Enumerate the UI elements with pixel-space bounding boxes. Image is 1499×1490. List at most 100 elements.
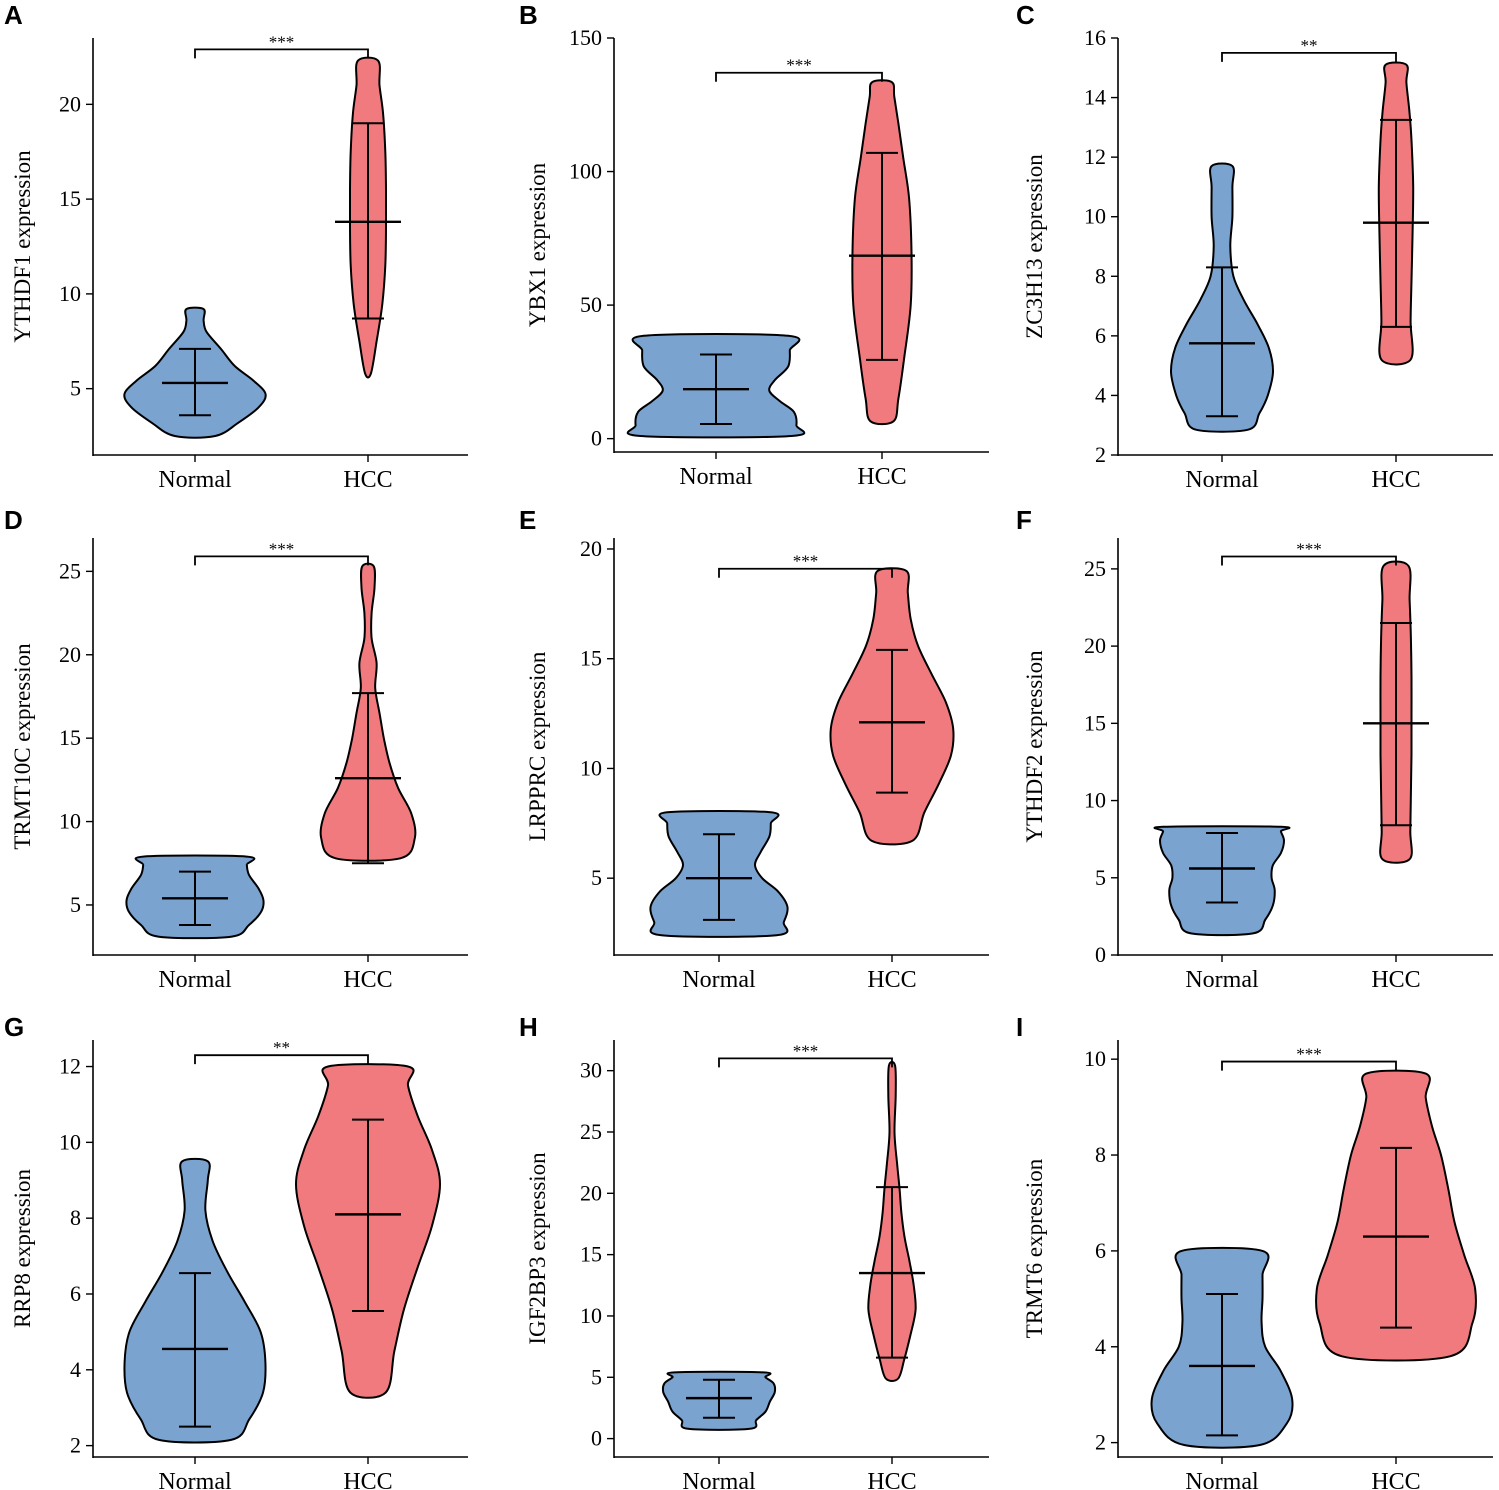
y-tick-label: 5 bbox=[70, 376, 81, 401]
panel-letter: B bbox=[519, 0, 538, 30]
y-tick-label: 5 bbox=[591, 1364, 602, 1389]
y-tick-label: 20 bbox=[59, 91, 81, 116]
y-tick-label: 0 bbox=[591, 1426, 602, 1451]
y-axis-label: YTHDF2 expression bbox=[1022, 650, 1047, 843]
panel-letter: I bbox=[1016, 1012, 1023, 1042]
panel-letter: C bbox=[1016, 0, 1035, 30]
y-tick-label: 20 bbox=[59, 642, 81, 667]
y-tick-label: 10 bbox=[580, 1303, 602, 1328]
x-tick-label: Normal bbox=[1185, 467, 1259, 493]
significance-bracket bbox=[1221, 51, 1397, 62]
y-tick-label: 8 bbox=[70, 1205, 81, 1230]
significance-bracket bbox=[194, 555, 369, 566]
panel-letter: F bbox=[1016, 505, 1032, 535]
panel-e: E 5 10 15 20 LRPPRC expression Normal HCC *** bbox=[519, 505, 989, 993]
x-tick-label: HCC bbox=[1371, 967, 1420, 993]
y-axis-label: TRMT10C expression bbox=[10, 643, 35, 850]
y-tick-label: 12 bbox=[1084, 144, 1106, 169]
y-tick-label: 15 bbox=[1084, 710, 1106, 735]
y-tick-label: 10 bbox=[59, 281, 81, 306]
y-tick-label: 15 bbox=[580, 646, 602, 671]
y-tick-label: 10 bbox=[580, 755, 602, 780]
x-tick-label: HCC bbox=[343, 967, 392, 993]
y-axis-label: RRP8 expression bbox=[10, 1168, 35, 1328]
significance-label: *** bbox=[269, 539, 295, 558]
x-tick-label: Normal bbox=[158, 467, 232, 493]
y-tick-label: 5 bbox=[591, 865, 602, 890]
y-axis-label: YTHDF1 expression bbox=[10, 150, 35, 343]
x-tick-label: Normal bbox=[1185, 967, 1259, 993]
significance-bracket bbox=[1221, 1060, 1397, 1071]
x-tick-label: HCC bbox=[343, 467, 392, 493]
y-tick-label: 150 bbox=[569, 25, 602, 50]
y-tick-label: 8 bbox=[1095, 1142, 1106, 1167]
x-tick-label: HCC bbox=[1371, 467, 1420, 493]
significance-bracket bbox=[194, 1054, 369, 1065]
y-tick-label: 5 bbox=[70, 892, 81, 917]
y-axis-label: TRMT6 expression bbox=[1022, 1158, 1047, 1338]
x-tick-label: HCC bbox=[867, 1469, 916, 1490]
x-tick-label: HCC bbox=[867, 967, 916, 993]
significance-label: *** bbox=[793, 1041, 819, 1060]
significance-label: *** bbox=[1296, 540, 1322, 559]
significance-label: *** bbox=[1296, 1045, 1322, 1064]
panel-letter: D bbox=[4, 505, 23, 535]
y-tick-label: 25 bbox=[1084, 556, 1106, 581]
y-tick-label: 0 bbox=[591, 426, 602, 451]
y-tick-label: 4 bbox=[1095, 1334, 1106, 1359]
y-tick-label: 8 bbox=[1095, 263, 1106, 288]
significance-label: ** bbox=[273, 1038, 290, 1057]
panel-g: G 2 4 6 8 10 12 RRP8 expression Normal HCC ** bbox=[4, 1012, 468, 1490]
y-axis-label: IGF2BP3 expression bbox=[525, 1152, 550, 1345]
significance-bracket bbox=[718, 1057, 893, 1068]
panel-letter: G bbox=[4, 1012, 24, 1042]
panel-a: A 5 10 15 20 YTHDF1 expression Normal HCC *** bbox=[4, 0, 468, 493]
y-tick-label: 10 bbox=[59, 809, 81, 834]
significance-label: ** bbox=[1301, 36, 1318, 55]
y-tick-label: 20 bbox=[1084, 633, 1106, 658]
y-tick-label: 20 bbox=[580, 536, 602, 561]
y-tick-label: 2 bbox=[1095, 442, 1106, 467]
x-tick-label: Normal bbox=[158, 967, 232, 993]
x-tick-label: Normal bbox=[682, 1469, 756, 1490]
panel-c: C 2 4 6 8 10 12 14 16 ZC3H13 expression Normal HCC *… bbox=[1016, 0, 1493, 493]
y-tick-label: 6 bbox=[70, 1281, 81, 1306]
y-tick-label: 15 bbox=[580, 1242, 602, 1267]
significance-label: *** bbox=[793, 552, 819, 571]
y-axis-label: LRPPRC expression bbox=[525, 651, 550, 841]
y-axis-label: ZC3H13 expression bbox=[1022, 154, 1047, 339]
y-tick-label: 10 bbox=[1084, 204, 1106, 229]
significance-label: *** bbox=[786, 56, 812, 75]
significance-bracket bbox=[1221, 555, 1397, 566]
significance-bracket bbox=[718, 567, 893, 578]
y-tick-label: 4 bbox=[70, 1357, 81, 1382]
panel-d: D 5 10 15 20 25 TRMT10C expression Normal HCC *** bbox=[4, 505, 468, 993]
y-tick-label: 2 bbox=[70, 1433, 81, 1458]
y-tick-label: 25 bbox=[580, 1119, 602, 1144]
significance-bracket bbox=[194, 48, 369, 59]
x-tick-label: HCC bbox=[857, 464, 906, 490]
x-tick-label: Normal bbox=[679, 464, 753, 490]
y-tick-label: 25 bbox=[59, 558, 81, 583]
panel-b: B 0 50 100 150 YBX1 expression Normal HCC *** bbox=[519, 0, 989, 490]
y-tick-label: 12 bbox=[59, 1054, 81, 1079]
y-tick-label: 6 bbox=[1095, 1238, 1106, 1263]
panel-letter: E bbox=[519, 505, 536, 535]
y-tick-label: 30 bbox=[580, 1058, 602, 1083]
x-tick-label: Normal bbox=[682, 967, 756, 993]
y-tick-label: 0 bbox=[1095, 942, 1106, 967]
y-tick-label: 16 bbox=[1084, 25, 1106, 50]
y-tick-label: 2 bbox=[1095, 1430, 1106, 1455]
y-tick-label: 15 bbox=[59, 725, 81, 750]
x-tick-label: Normal bbox=[158, 1469, 232, 1490]
significance-bracket bbox=[715, 71, 883, 82]
x-tick-label: HCC bbox=[1371, 1469, 1420, 1490]
y-tick-label: 10 bbox=[1084, 1046, 1106, 1071]
panel-h: H 0 5 10 15 20 25 30 IGF2BP3 expression Normal HCC… bbox=[519, 1012, 989, 1490]
x-tick-label: HCC bbox=[343, 1469, 392, 1490]
panel-i: I 2 4 6 8 10 TRMT6 expression Normal HCC *** bbox=[1016, 1012, 1493, 1490]
y-tick-label: 5 bbox=[1095, 865, 1106, 890]
y-tick-label: 15 bbox=[59, 186, 81, 211]
panel-letter: H bbox=[519, 1012, 538, 1042]
